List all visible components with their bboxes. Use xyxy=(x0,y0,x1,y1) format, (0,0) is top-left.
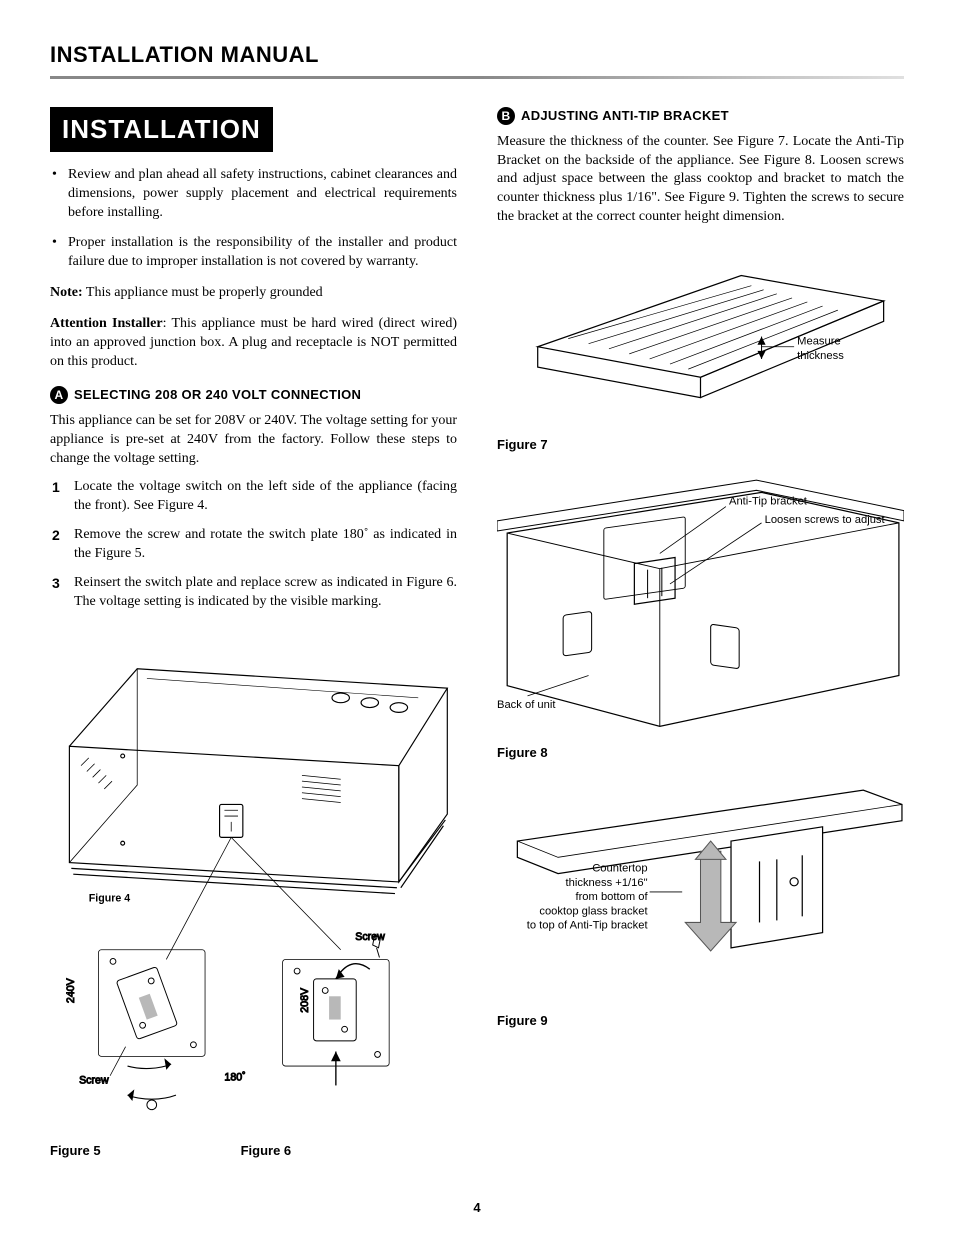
step-a-text-1: Locate the voltage switch on the left si… xyxy=(74,479,457,513)
note-label: Note: xyxy=(50,285,83,300)
fig4-caption-inline: Figure 4 xyxy=(89,892,130,904)
figure-4-5-6: Figure 4 xyxy=(50,630,457,1159)
note-paragraph: Note: This appliance must be properly gr… xyxy=(50,284,457,303)
label-180deg: 180˚ xyxy=(224,1071,245,1083)
step-a-item-3: 3Reinsert the switch plate and replace s… xyxy=(74,574,457,612)
step-b-title: ADJUSTING ANTI-TIP BRACKET xyxy=(521,107,729,125)
figure-8: Anti-Tip bracket Loosen screws to adjust… xyxy=(497,472,904,762)
fig9-l2: thickness +1/16" xyxy=(566,877,648,889)
step-letter-b-icon: B xyxy=(497,107,515,125)
label-240v: 240V xyxy=(65,977,77,1003)
installation-banner: INSTALLATION xyxy=(50,107,273,152)
label-screw-top: Screw xyxy=(355,931,385,943)
num-1: 1 xyxy=(52,478,60,497)
figure-8-svg: Anti-Tip bracket Loosen screws to adjust… xyxy=(497,472,904,737)
fig8-label-back: Back of unit xyxy=(497,699,556,711)
fig6-caption: Figure 6 xyxy=(241,1142,292,1160)
header-rule xyxy=(50,76,904,79)
bullet-1: Review and plan ahead all safety instruc… xyxy=(68,166,457,223)
step-b-heading: B ADJUSTING ANTI-TIP BRACKET xyxy=(497,107,904,125)
step-b-text: Measure the thickness of the counter. Se… xyxy=(497,133,904,227)
step-a-heading: A SELECTING 208 OR 240 VOLT CONNECTION xyxy=(50,386,457,404)
fig9-caption: Figure 9 xyxy=(497,1012,904,1030)
figure-4-5-6-svg: Figure 4 xyxy=(50,630,457,1134)
figure-9: Countertop thickness +1/16" from bottom … xyxy=(497,780,904,1029)
step-a-item-1: 1Locate the voltage switch on the left s… xyxy=(74,478,457,516)
fig7-label-thickness: thickness xyxy=(797,350,844,362)
figure-9-svg: Countertop thickness +1/16" from bottom … xyxy=(497,780,904,1004)
bullet-2: Proper installation is the responsibilit… xyxy=(68,234,457,272)
intro-bullets: Review and plan ahead all safety instruc… xyxy=(50,166,457,272)
step-a-title: SELECTING 208 OR 240 VOLT CONNECTION xyxy=(74,386,361,404)
fig8-label-antitip: Anti-Tip bracket xyxy=(729,495,808,507)
fig9-l1: Countertop xyxy=(592,862,647,874)
fig7-caption: Figure 7 xyxy=(497,436,904,454)
attention-paragraph: Attention Installer: This appliance must… xyxy=(50,315,457,372)
note-text: This appliance must be properly grounded xyxy=(83,285,323,300)
step-letter-a-icon: A xyxy=(50,386,68,404)
left-column: INSTALLATION Review and plan ahead all s… xyxy=(50,107,457,1170)
fig8-label-loosen: Loosen screws to adjust xyxy=(765,514,886,526)
right-column: B ADJUSTING ANTI-TIP BRACKET Measure the… xyxy=(497,107,904,1170)
two-column-layout: INSTALLATION Review and plan ahead all s… xyxy=(50,107,904,1170)
step-a-text-2: Remove the screw and rotate the switch p… xyxy=(74,527,457,561)
attention-label: Attention Installer xyxy=(50,316,163,331)
step-a-list: 1 Locate the voltage switch on the left s… xyxy=(50,478,457,611)
label-screw-left: Screw xyxy=(79,1074,109,1086)
step-a-text-3: Reinsert the switch plate and replace sc… xyxy=(74,575,457,609)
step-a-intro: This appliance can be set for 208V or 24… xyxy=(50,412,457,469)
fig9-l3: from bottom of xyxy=(575,891,648,903)
step-a-item-2: 2Remove the screw and rotate the switch … xyxy=(74,526,457,564)
fig9-l4: cooktop glass bracket xyxy=(539,905,648,917)
fig7-label-measure: Measure xyxy=(797,336,841,348)
fig8-caption: Figure 8 xyxy=(497,744,904,762)
fig9-l5: to top of Anti-Tip bracket xyxy=(527,919,649,931)
label-208v: 208V xyxy=(299,987,311,1013)
num-2: 2 xyxy=(52,526,60,545)
num-3: 3 xyxy=(52,574,60,593)
fig5-caption: Figure 5 xyxy=(50,1142,101,1160)
manual-header: INSTALLATION MANUAL xyxy=(50,40,904,70)
figure-7-svg: Measure thickness xyxy=(497,245,904,428)
page-number: 4 xyxy=(50,1199,904,1217)
figure-7: Measure thickness Figure 7 xyxy=(497,245,904,454)
